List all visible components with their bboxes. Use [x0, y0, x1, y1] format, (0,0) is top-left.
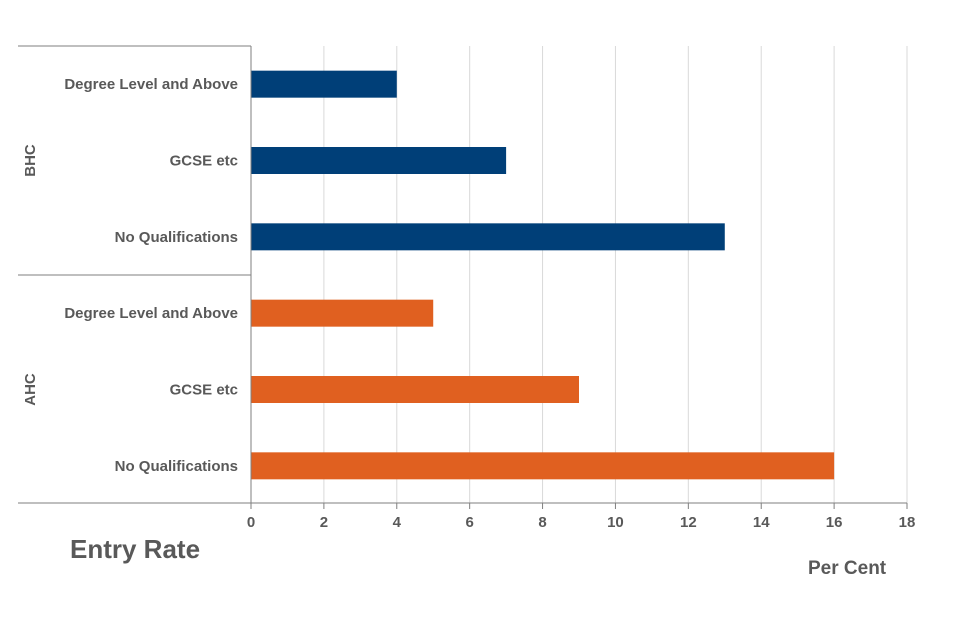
tick-labels: 0 2 4 6 8 10 12 14 16 18	[247, 514, 916, 531]
bar	[251, 223, 725, 251]
x-tick-label: 0	[247, 514, 255, 531]
group-label: AHC	[22, 373, 39, 406]
bar	[251, 147, 507, 174]
x-tick-label: 12	[680, 514, 697, 531]
group-labels: BHC AHC	[22, 144, 39, 406]
category-labels: Degree Level and Above GCSE etc No Qualifi…	[64, 76, 238, 475]
x-tick-label: 6	[465, 514, 473, 531]
category-label: No Qualifications	[115, 458, 238, 475]
bars	[251, 70, 835, 480]
x-axis-label: Per Cent	[808, 558, 887, 579]
category-label: Degree Level and Above	[64, 76, 238, 93]
chart-title: Entry Rate	[70, 534, 201, 564]
category-label: GCSE etc	[170, 382, 238, 399]
category-label: Degree Level and Above	[64, 305, 238, 322]
bar	[251, 452, 835, 480]
bar	[251, 376, 579, 403]
category-label: GCSE etc	[170, 153, 238, 170]
category-label: No Qualifications	[115, 229, 238, 246]
group-label: BHC	[22, 144, 39, 177]
x-tick-label: 8	[538, 514, 546, 531]
x-tick-label: 10	[607, 514, 624, 531]
bar	[251, 70, 397, 98]
x-tick-label: 14	[753, 514, 770, 531]
gridlines	[323, 46, 908, 503]
axes	[18, 45, 908, 509]
bar	[251, 299, 434, 327]
x-tick-label: 18	[899, 514, 916, 531]
x-tick-label: 16	[826, 514, 843, 531]
x-tick-label: 4	[393, 514, 402, 531]
x-tick-label: 2	[320, 514, 328, 531]
